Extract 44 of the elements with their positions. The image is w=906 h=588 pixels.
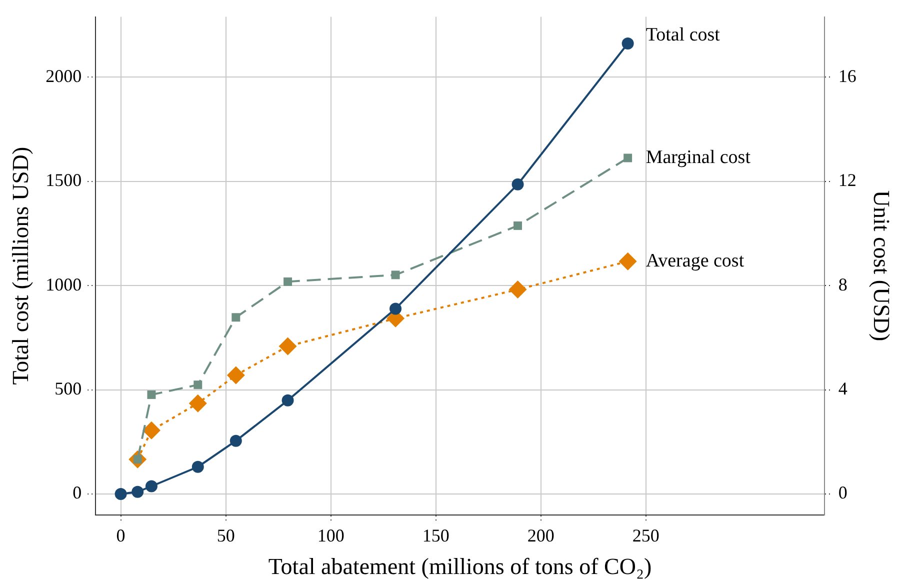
x-axis-title: Total abatement (millions of tons of CO₂) [268,554,652,580]
x-tick-label: 100 [317,525,344,546]
y2-tick-label: 12 [838,170,856,190]
point [145,480,158,492]
point [232,313,240,322]
y2-tick-label: 0 [838,482,848,503]
series-label: Total cost [646,24,721,46]
y-axis-title: Total cost (millions USD) [8,146,33,385]
point [114,488,127,500]
point [514,221,522,230]
y2-tick-label: 4 [838,378,848,399]
point [194,380,202,390]
y-tick-label: 1500 [46,170,82,190]
y-tick-label: 1000 [46,274,82,294]
point [624,154,632,162]
point [622,37,634,50]
y-tick-label: 500 [54,378,82,399]
y2-tick-label: 16 [838,66,856,86]
point [618,252,637,270]
point [147,390,156,399]
series-label: Average cost [646,250,745,272]
point [391,270,400,280]
point [142,421,160,440]
x-tick-label: 50 [216,525,235,546]
x-tick-label: 0 [116,525,126,546]
point [512,178,524,190]
point [284,277,292,286]
point [508,280,527,298]
point [188,394,207,412]
x-tick-label: 150 [422,525,450,546]
point [192,460,204,473]
y-tick-label: 0 [72,482,82,503]
point [132,486,144,498]
point [230,434,242,447]
x-tick-label: 250 [632,525,660,546]
x-tick-label: 200 [527,525,554,546]
series-label: Marginal cost [646,146,752,168]
y2-tick-label: 8 [838,274,848,294]
point [390,302,402,315]
y-tick-label: 2000 [46,66,82,86]
y2-axis-title: Unit cost (USD) [869,190,894,342]
point [278,337,297,356]
point [282,394,294,406]
point [226,366,245,384]
